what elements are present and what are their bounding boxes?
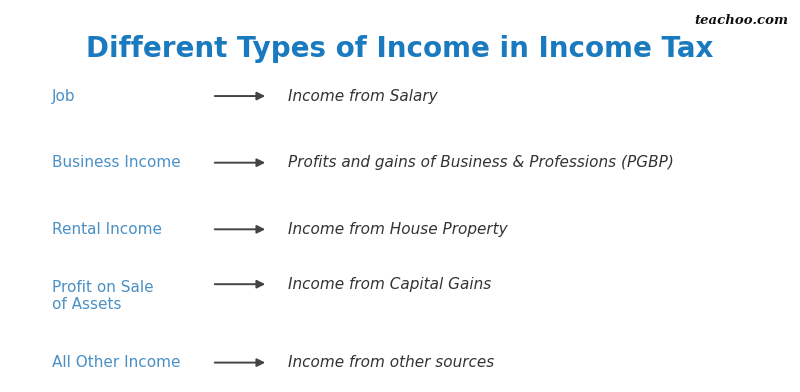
Text: Income from other sources: Income from other sources (288, 355, 494, 370)
Text: Rental Income: Rental Income (52, 222, 162, 237)
Text: Income from Salary: Income from Salary (288, 89, 438, 103)
Text: Profit on Sale
of Assets: Profit on Sale of Assets (52, 280, 154, 312)
Text: Income from Capital Gains: Income from Capital Gains (288, 277, 491, 292)
Text: Income from House Property: Income from House Property (288, 222, 508, 237)
Text: All Other Income: All Other Income (52, 355, 181, 370)
Text: Different Types of Income in Income Tax: Different Types of Income in Income Tax (86, 35, 714, 63)
Text: teachoo.com: teachoo.com (694, 14, 788, 27)
Text: Business Income: Business Income (52, 155, 181, 170)
Text: Profits and gains of Business & Professions (PGBP): Profits and gains of Business & Professi… (288, 155, 674, 170)
Text: Job: Job (52, 89, 76, 103)
